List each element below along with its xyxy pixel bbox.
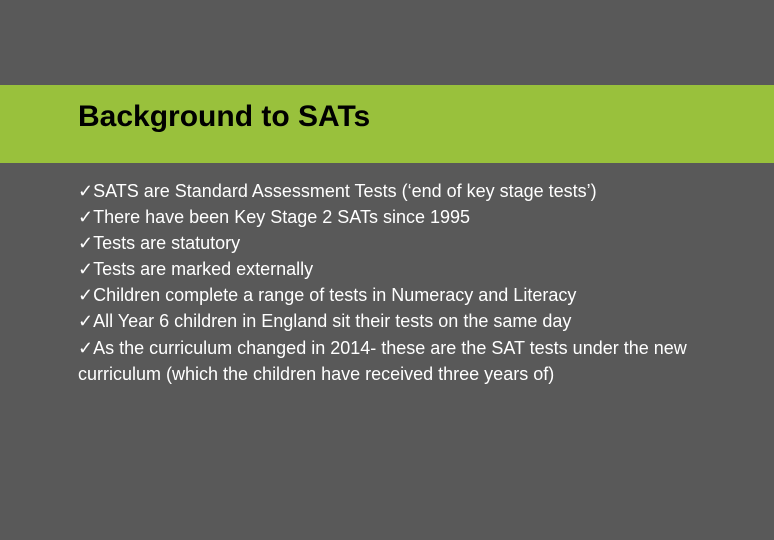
check-icon: ✓	[78, 233, 93, 253]
check-icon: ✓	[78, 338, 93, 358]
bullet-text: Tests are marked externally	[93, 259, 313, 279]
check-icon: ✓	[78, 285, 93, 305]
slide-body: ✓SATS are Standard Assessment Tests (‘en…	[78, 178, 698, 387]
bullet-item: ✓There have been Key Stage 2 SATs since …	[78, 204, 698, 230]
check-icon: ✓	[78, 311, 93, 331]
bullet-item: ✓Tests are marked externally	[78, 256, 698, 282]
bullet-text: As the curriculum changed in 2014- these…	[78, 338, 687, 384]
slide-title: Background to SATs	[78, 100, 370, 134]
check-icon: ✓	[78, 259, 93, 279]
bullet-text: SATS are Standard Assessment Tests (‘end…	[93, 181, 597, 201]
bullet-text: There have been Key Stage 2 SATs since 1…	[93, 207, 470, 227]
bullet-item: ✓Tests are statutory	[78, 230, 698, 256]
bullet-text: Tests are statutory	[93, 233, 240, 253]
bullet-item: ✓All Year 6 children in England sit thei…	[78, 308, 698, 334]
bullet-text: All Year 6 children in England sit their…	[93, 311, 571, 331]
bullet-item: ✓As the curriculum changed in 2014- thes…	[78, 335, 698, 387]
check-icon: ✓	[78, 181, 93, 201]
check-icon: ✓	[78, 207, 93, 227]
bullet-item: ✓SATS are Standard Assessment Tests (‘en…	[78, 178, 698, 204]
bullet-item: ✓Children complete a range of tests in N…	[78, 282, 698, 308]
bullet-text: Children complete a range of tests in Nu…	[93, 285, 576, 305]
